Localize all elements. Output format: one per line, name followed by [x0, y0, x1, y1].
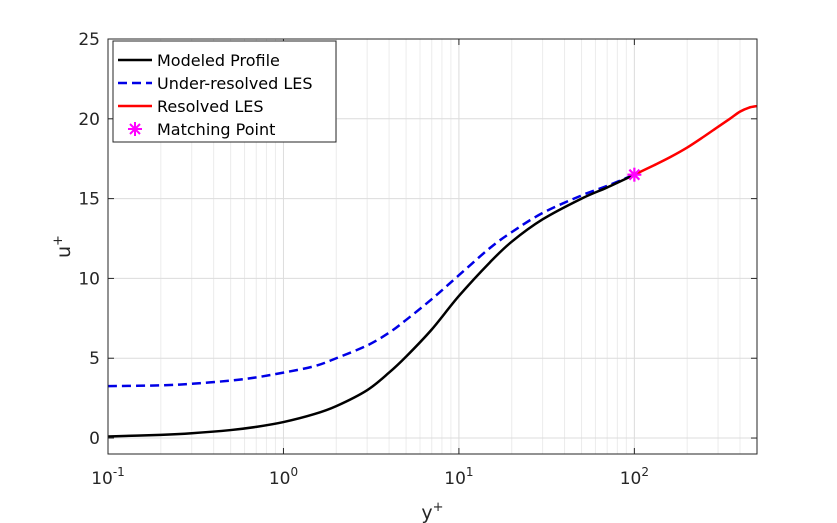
- legend-label-matching-point: Matching Point: [157, 120, 275, 139]
- x-tick-label: 100: [269, 465, 298, 489]
- axes-frame: [107, 38, 758, 455]
- legend-swatch-matching-point: [128, 122, 142, 136]
- y-tick-label: 0: [89, 429, 100, 449]
- y-axis-label: u+: [51, 235, 75, 258]
- x-axis-label: y+: [421, 500, 443, 523]
- y-tick-label: 10: [78, 269, 100, 289]
- legend: Modeled Profile Under-resolved LES Resol…: [112, 40, 337, 143]
- y-tick-label: 20: [78, 110, 100, 130]
- x-tick-label: 101: [444, 465, 473, 489]
- series-line-modeled-profile: [107, 173, 635, 438]
- series-group: [107, 104, 758, 438]
- x-tick-label: 102: [620, 465, 649, 489]
- y-tick-label: 25: [78, 30, 100, 50]
- legend-label-modeled-profile: Modeled Profile: [157, 51, 280, 70]
- legend-box: [112, 40, 337, 143]
- series-line-resolved-les: [633, 104, 758, 176]
- y-tick-label: 15: [78, 190, 100, 210]
- matching-point-marker: [627, 167, 642, 182]
- y-tick-label: 5: [89, 349, 100, 369]
- legend-label-under-resolved-les: Under-resolved LES: [157, 74, 313, 93]
- axis-ticks: 0 5 10 15 20 25 10-1 100 101 102: [78, 30, 757, 489]
- legend-label-resolved-les: Resolved LES: [157, 97, 264, 116]
- x-tick-label: 10-1: [91, 465, 125, 489]
